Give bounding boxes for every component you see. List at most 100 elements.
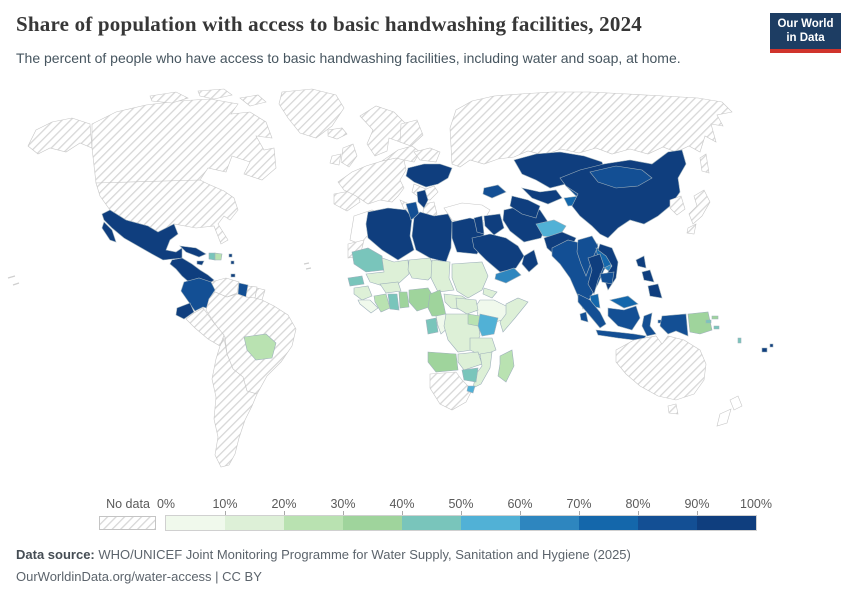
region-new-zealand-north[interactable] bbox=[729, 395, 743, 411]
region-ecuador[interactable] bbox=[175, 302, 195, 320]
region-thailand[interactable] bbox=[587, 253, 605, 295]
region-mauritania[interactable] bbox=[351, 247, 385, 273]
region-greenland[interactable] bbox=[278, 88, 345, 139]
region-iceland[interactable] bbox=[327, 127, 348, 140]
region-southern-africa[interactable] bbox=[429, 371, 473, 411]
region-europe-baltic[interactable] bbox=[381, 145, 421, 163]
region-sri-lanka[interactable] bbox=[579, 311, 589, 323]
region-niger[interactable] bbox=[407, 257, 437, 281]
no-data-swatch[interactable] bbox=[99, 516, 156, 530]
region-japan-south[interactable] bbox=[686, 223, 697, 235]
region-eritrea[interactable] bbox=[482, 287, 498, 299]
region-europe-uk[interactable] bbox=[340, 143, 358, 168]
region-mozambique[interactable] bbox=[472, 351, 493, 389]
legend-bin-10-20%[interactable] bbox=[225, 516, 284, 530]
region-europe-mainland[interactable] bbox=[337, 157, 407, 205]
region-ukraine[interactable] bbox=[405, 163, 453, 188]
region-europe-finland[interactable] bbox=[399, 119, 424, 147]
region-kenya[interactable] bbox=[477, 313, 499, 337]
legend-bin-60-70%[interactable] bbox=[520, 516, 579, 530]
region-korea[interactable] bbox=[669, 195, 686, 216]
region-uzbekistan[interactable] bbox=[521, 187, 563, 205]
region-lesser-antilles-2[interactable] bbox=[230, 260, 235, 265]
region-ivory-coast[interactable] bbox=[373, 293, 391, 313]
region-somalia[interactable] bbox=[499, 297, 529, 333]
region-solomon-islands-2[interactable] bbox=[713, 325, 720, 330]
region-eswatini[interactable] bbox=[466, 385, 476, 394]
region-canada-arctic-3[interactable] bbox=[239, 94, 267, 107]
region-algeria[interactable] bbox=[365, 207, 415, 261]
region-bolivia[interactable] bbox=[243, 333, 277, 361]
region-gabon[interactable] bbox=[425, 317, 439, 335]
region-solomon-islands-1[interactable] bbox=[705, 319, 712, 324]
region-cuba[interactable] bbox=[179, 245, 207, 258]
region-fiji[interactable] bbox=[761, 347, 768, 353]
region-iraq[interactable] bbox=[483, 213, 505, 236]
region-ghana[interactable] bbox=[387, 293, 400, 311]
region-jamaica[interactable] bbox=[196, 260, 205, 266]
region-mongolia[interactable] bbox=[589, 165, 653, 189]
region-senegal[interactable] bbox=[347, 275, 365, 287]
region-togo-benin[interactable] bbox=[398, 291, 410, 309]
region-yemen[interactable] bbox=[494, 267, 522, 284]
region-sierra-leone-liberia[interactable] bbox=[357, 299, 379, 314]
region-serbia-albania[interactable] bbox=[416, 189, 429, 209]
region-png-islands[interactable] bbox=[711, 315, 719, 320]
region-tasmania[interactable] bbox=[667, 403, 679, 415]
region-vanuatu[interactable] bbox=[737, 337, 742, 344]
region-myanmar[interactable] bbox=[576, 235, 599, 277]
region-indonesia-sumatra[interactable] bbox=[577, 293, 607, 329]
region-canada-arctic-2[interactable] bbox=[197, 88, 233, 100]
region-oman[interactable] bbox=[521, 249, 539, 273]
region-indonesia-borneo[interactable] bbox=[607, 305, 641, 331]
region-angola[interactable] bbox=[427, 351, 459, 373]
legend-bin-50-60%[interactable] bbox=[461, 516, 520, 530]
region-united-states-alaska[interactable] bbox=[27, 117, 93, 155]
legend-bin-40-50%[interactable] bbox=[402, 516, 461, 530]
legend-bin-80-90%[interactable] bbox=[638, 516, 697, 530]
region-saudi-arabia[interactable] bbox=[471, 233, 525, 273]
region-indonesia-sulawesi[interactable] bbox=[641, 312, 657, 337]
region-fiji-2[interactable] bbox=[769, 343, 774, 348]
region-burkina-faso[interactable] bbox=[379, 281, 402, 294]
region-philippines-visayas[interactable] bbox=[641, 269, 655, 283]
region-caucasus[interactable] bbox=[482, 184, 507, 199]
region-madagascar[interactable] bbox=[497, 349, 515, 383]
region-papua-new-guinea[interactable] bbox=[687, 311, 713, 335]
region-chad[interactable] bbox=[430, 259, 455, 293]
legend-bin-70-80%[interactable] bbox=[579, 516, 638, 530]
region-dominican-republic[interactable] bbox=[214, 252, 223, 261]
region-europe-scandinavia[interactable] bbox=[359, 105, 407, 157]
region-levant[interactable] bbox=[473, 215, 485, 235]
region-australia[interactable] bbox=[615, 335, 707, 401]
region-canada[interactable] bbox=[91, 98, 277, 184]
region-south-sudan[interactable] bbox=[455, 297, 479, 315]
region-sudan[interactable] bbox=[451, 261, 489, 299]
region-turkmenistan[interactable] bbox=[509, 195, 541, 219]
region-europe-ireland[interactable] bbox=[329, 153, 342, 166]
region-philippines-luzon[interactable] bbox=[635, 255, 647, 269]
region-zimbabwe[interactable] bbox=[461, 367, 479, 383]
region-indonesia-papua[interactable] bbox=[659, 313, 689, 337]
region-peru[interactable] bbox=[185, 307, 225, 347]
region-cambodia[interactable] bbox=[599, 271, 615, 285]
owid-logo[interactable]: Our World in Data bbox=[770, 13, 841, 53]
region-malaysia-borneo[interactable] bbox=[609, 295, 639, 309]
region-lesser-antilles-1[interactable] bbox=[228, 253, 233, 258]
region-libya[interactable] bbox=[411, 211, 453, 263]
legend-bin-20-30%[interactable] bbox=[284, 516, 343, 530]
legend-bin-30-40%[interactable] bbox=[343, 516, 402, 530]
region-canada-arctic-1[interactable] bbox=[149, 91, 189, 104]
legend-bin-90-100%[interactable] bbox=[697, 516, 756, 530]
region-cameroon[interactable] bbox=[427, 289, 447, 317]
region-mexico-baja[interactable] bbox=[101, 221, 117, 243]
region-europe-belarus[interactable] bbox=[413, 147, 441, 163]
region-haiti[interactable] bbox=[208, 252, 216, 261]
region-new-zealand-south[interactable] bbox=[716, 408, 732, 427]
region-trinidad[interactable] bbox=[230, 273, 236, 278]
region-japan[interactable] bbox=[688, 189, 711, 225]
region-russia[interactable] bbox=[449, 91, 733, 168]
legend-bin-0-10%[interactable] bbox=[166, 516, 225, 530]
region-russia-sakhalin[interactable] bbox=[699, 153, 710, 174]
region-philippines-mindanao[interactable] bbox=[647, 283, 663, 299]
